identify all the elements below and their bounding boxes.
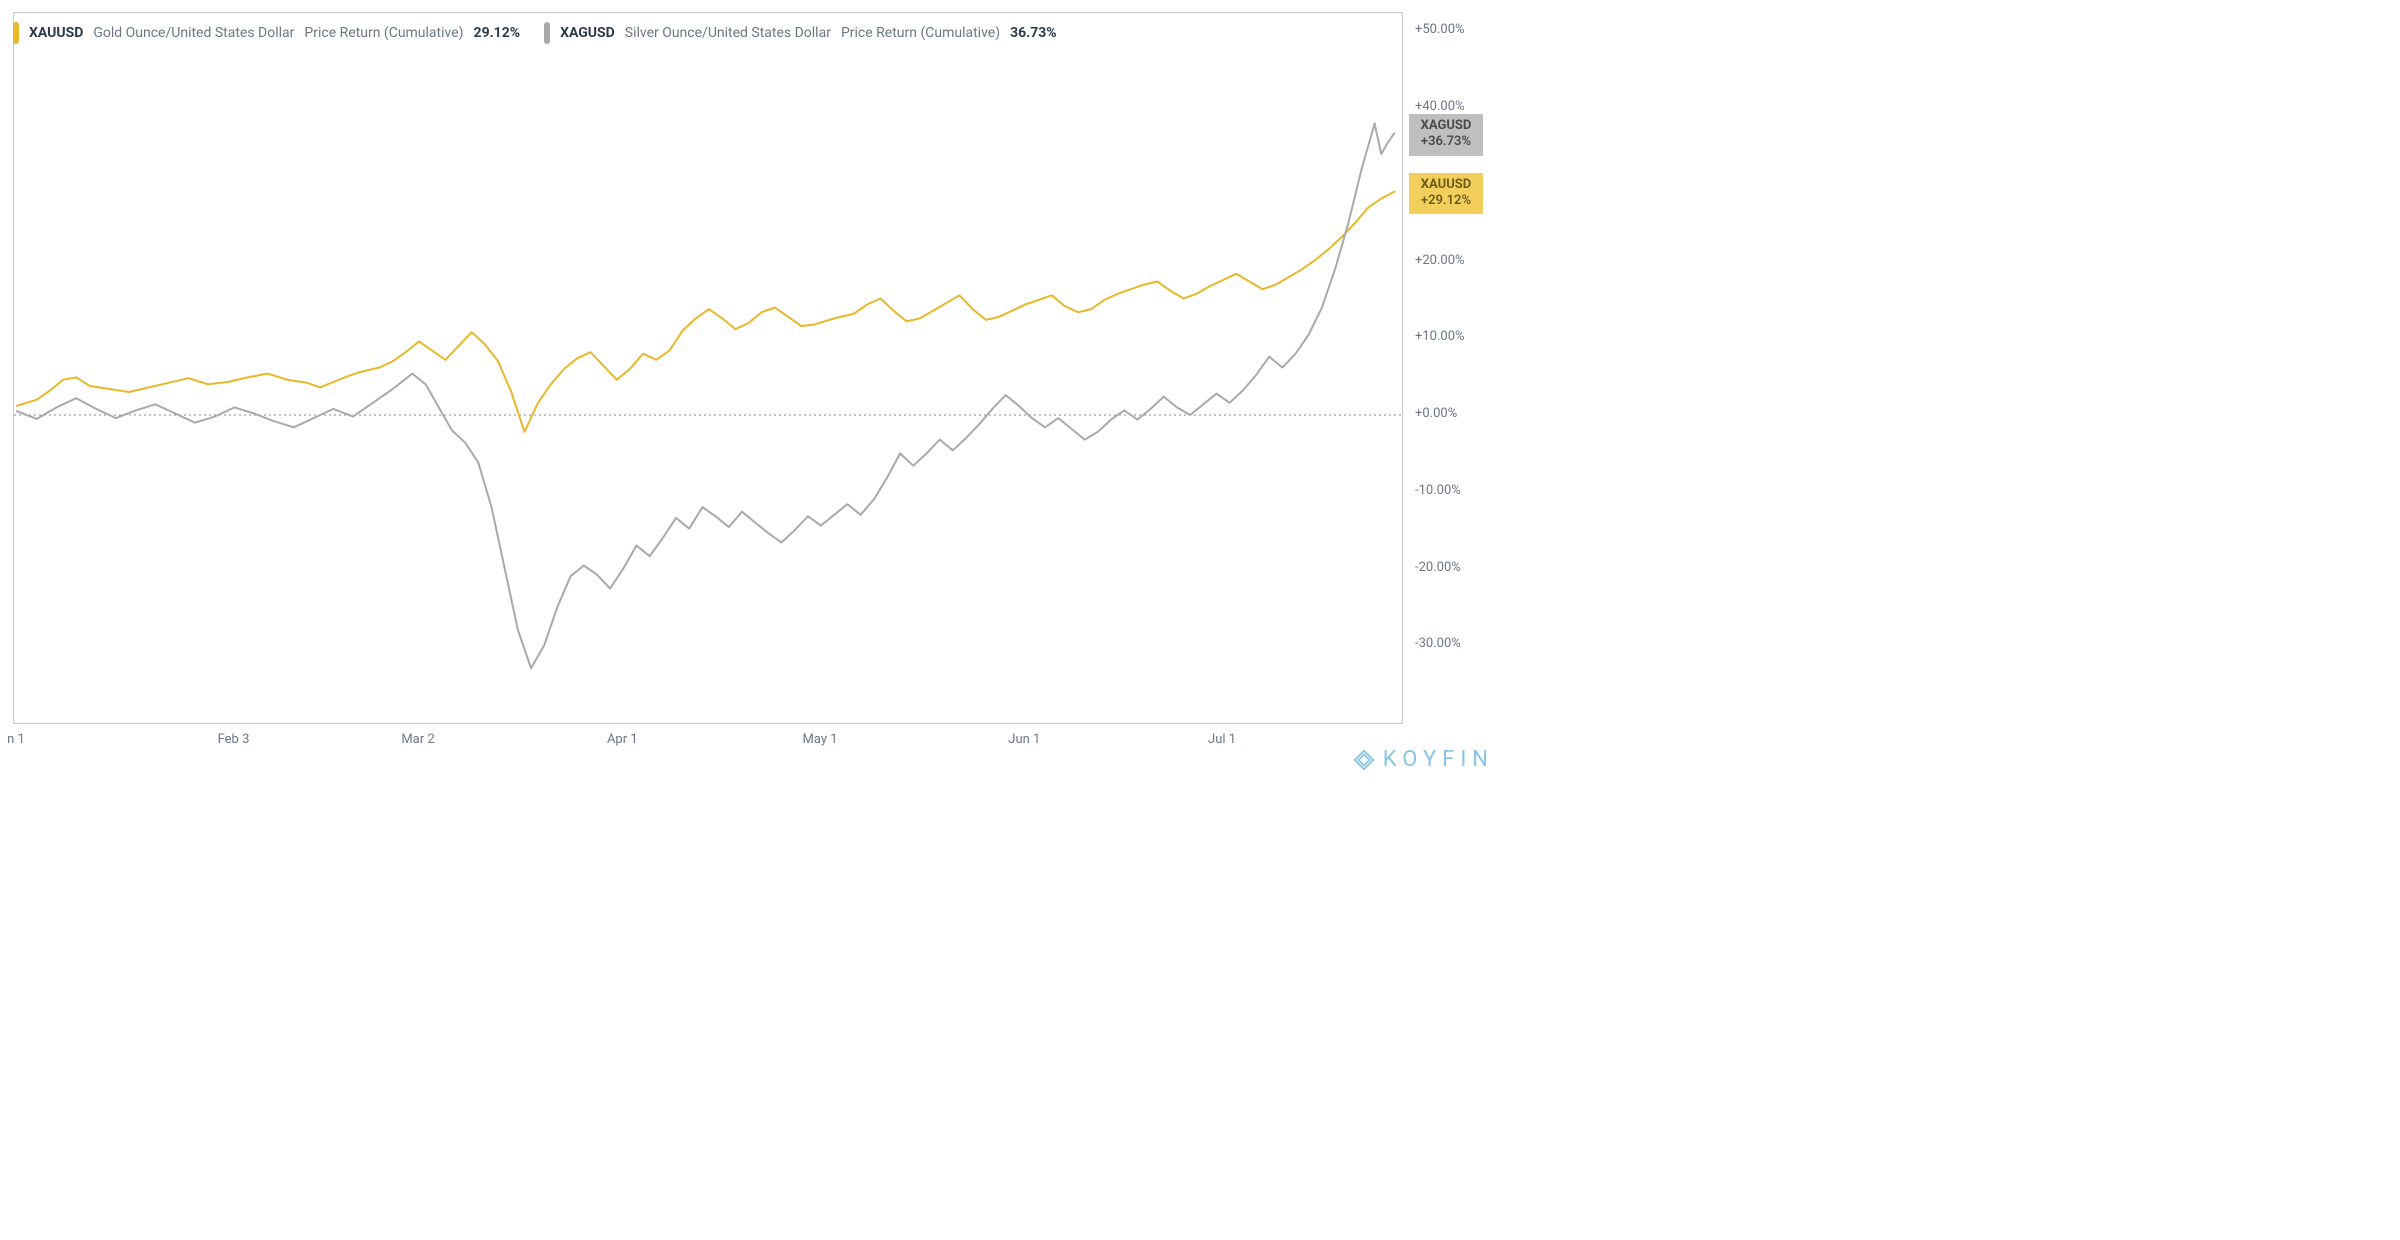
legend-name: Silver Ounce/United States Dollar [625, 25, 831, 41]
x-axis-tick-label: n 1 [7, 732, 25, 747]
chart-plot-area[interactable] [14, 13, 1404, 725]
y-axis-tick-label: +20.00% [1415, 253, 1465, 268]
series-end-badge-xagusd: XAGUSD+36.73% [1409, 114, 1483, 156]
y-axis-tick-label: -20.00% [1415, 560, 1461, 575]
y-axis-tick-label: +40.00% [1415, 99, 1465, 114]
x-axis-tick-label: Feb 3 [218, 732, 250, 747]
series-line-xagusd [17, 123, 1394, 668]
x-axis-tick-label: May 1 [803, 732, 838, 747]
x-axis-tick-label: Jun 1 [1008, 732, 1040, 747]
x-axis-tick-label: Apr 1 [607, 732, 638, 747]
legend-metric: Price Return (Cumulative) [841, 25, 1000, 41]
y-axis-tick-label: +10.00% [1415, 329, 1465, 344]
y-axis-tick-label: -30.00% [1415, 636, 1461, 651]
legend-name: Gold Ounce/United States Dollar [93, 25, 294, 41]
y-axis-tick-label: +0.00% [1415, 406, 1457, 421]
plot-frame [13, 12, 1403, 724]
price-return-chart: XAUUSD Gold Ounce/United States Dollar Pri… [8, 8, 1512, 778]
legend-ticker: XAGUSD [560, 25, 615, 41]
series-end-badge-xauusd: XAUUSD+29.12% [1409, 173, 1483, 215]
x-axis-tick-label: Mar 2 [401, 732, 434, 747]
watermark-text: KOYFIN [1383, 747, 1494, 772]
koyfin-logo-icon [1353, 749, 1375, 771]
koyfin-watermark: KOYFIN [1353, 747, 1494, 772]
legend-swatch-icon [544, 22, 550, 44]
y-axis-tick-label: -10.00% [1415, 483, 1461, 498]
chart-legend: XAUUSD Gold Ounce/United States Dollar Pri… [13, 22, 1057, 44]
legend-ticker: XAUUSD [29, 25, 83, 41]
legend-value: 36.73% [1010, 25, 1057, 41]
series-line-xauusd [17, 192, 1394, 432]
legend-item-xauusd[interactable]: XAUUSD Gold Ounce/United States Dollar Pri… [13, 22, 520, 44]
legend-value: 29.12% [474, 25, 521, 41]
x-axis-tick-label: Jul 1 [1208, 732, 1236, 747]
y-axis-tick-label: +50.00% [1415, 22, 1465, 37]
legend-swatch-icon [13, 22, 19, 44]
legend-metric: Price Return (Cumulative) [304, 25, 463, 41]
legend-item-xagusd[interactable]: XAGUSD Silver Ounce/United States Dollar P… [544, 22, 1057, 44]
